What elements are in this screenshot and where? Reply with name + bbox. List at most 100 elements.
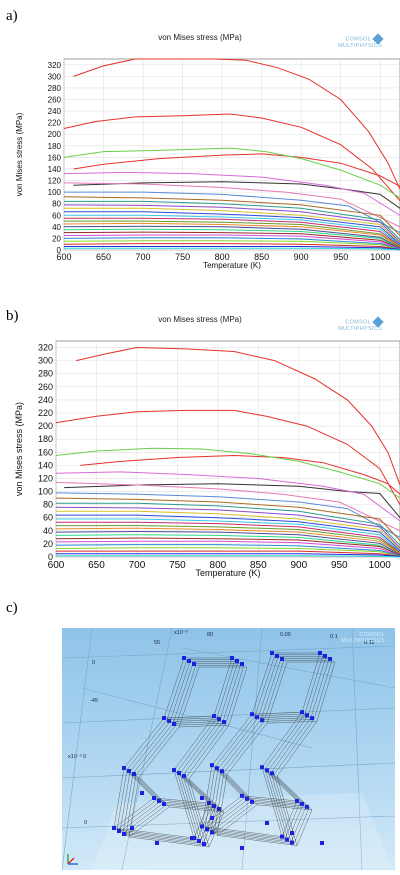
mesh-wire [169, 719, 221, 722]
mesh-node [255, 715, 259, 720]
mesh-wire [204, 797, 246, 829]
mesh-node [275, 654, 279, 658]
mesh-wire [119, 771, 131, 832]
axis-label-t5: 0.12 [364, 640, 375, 646]
logo-line1: COMSOL [345, 36, 371, 43]
series-line-23 [63, 243, 400, 250]
series-line-9 [64, 200, 400, 240]
mesh-wire [165, 804, 222, 811]
y-tick-label: 320 [38, 343, 53, 353]
x-tick-label: 850 [254, 252, 269, 262]
series-line-2 [80, 454, 400, 495]
mesh-wire [172, 721, 224, 724]
mesh-wire [220, 719, 262, 771]
mesh-wire [263, 660, 285, 722]
mesh-wire [223, 721, 265, 773]
mesh-wire [188, 778, 225, 813]
mesh-wire [166, 659, 188, 720]
y-tick-label: 300 [48, 72, 62, 81]
series-line-5 [55, 471, 400, 522]
mesh-wire [113, 797, 155, 829]
panel-b-label: b) [6, 308, 19, 324]
mesh-wire [185, 723, 227, 778]
series-line-5 [63, 171, 400, 216]
mesh-node [265, 768, 269, 773]
mesh-wire [216, 774, 228, 836]
y-tick-label: 40 [52, 223, 61, 232]
mesh-wire [188, 778, 210, 848]
chart-b: von Mises stress (MPa) COMSOL MULTIPHYSI… [0, 310, 400, 588]
mesh-wire [220, 770, 252, 802]
y-tick-label: 100 [48, 188, 62, 197]
series-line-23 [56, 550, 400, 557]
y-tick-label: 200 [38, 421, 53, 431]
y-tick-label: 0 [57, 246, 62, 255]
mesh-node [130, 826, 134, 830]
mesh-wire [182, 775, 219, 809]
x-axis-label: Temperature (K) [203, 261, 261, 270]
series-line-0 [76, 346, 400, 486]
mesh-wire [119, 831, 201, 842]
mesh-wire [163, 715, 215, 719]
mesh-wire [260, 658, 282, 720]
series-line-24 [64, 246, 400, 250]
series-line-11 [64, 207, 400, 244]
series-line-16 [55, 527, 400, 555]
mesh-wire [132, 723, 174, 774]
x-tick-label: 1000 [369, 560, 392, 571]
mesh-wire [254, 713, 306, 717]
series-line-17 [63, 225, 400, 249]
mesh-node [140, 791, 144, 795]
mesh-node [280, 834, 284, 839]
mesh-wire [261, 767, 298, 802]
y-tick-label: 140 [38, 460, 53, 470]
mesh-wire [216, 659, 236, 718]
mesh-wire [135, 775, 167, 806]
mesh-node [200, 796, 204, 800]
mesh-wire [113, 767, 125, 829]
series-line-24 [56, 553, 400, 557]
mesh-node [157, 799, 161, 803]
mesh-wire [241, 795, 298, 802]
logo-line1: COMSOL [359, 632, 385, 638]
x-tick-label: 700 [136, 252, 151, 262]
y-tick-label: 80 [52, 200, 61, 209]
mesh-node [162, 716, 166, 720]
mesh-wire [159, 801, 216, 807]
series-line-25 [56, 555, 400, 558]
mesh-node [217, 717, 221, 721]
mesh-wire [263, 719, 315, 722]
y-tick-label: 60 [43, 513, 53, 523]
axis-label-t1: x10⁻³ [174, 630, 188, 636]
mesh-node [122, 766, 126, 770]
mesh-node [162, 802, 166, 806]
series-line-19 [55, 537, 400, 556]
grid-line [241, 628, 263, 870]
x-tick-label: 950 [333, 252, 348, 262]
mesh-node [323, 654, 327, 658]
logo-line1: COMSOL [345, 319, 371, 326]
x-tick-label: 600 [48, 560, 65, 571]
mesh-wire [210, 770, 222, 832]
y-tick-label: 280 [48, 84, 62, 93]
series-line-19 [63, 231, 400, 249]
mesh-wire [304, 654, 324, 715]
axis-label-t6: 55 [154, 640, 160, 646]
axis-label-l3: x10⁻³ 0 [68, 754, 86, 760]
mesh-wire [125, 775, 137, 836]
mesh-wire [225, 665, 245, 724]
mesh-wire [244, 797, 301, 803]
mesh-wire [256, 804, 313, 811]
mesh-wire [301, 652, 321, 713]
mesh-node [192, 662, 196, 666]
mesh-node [240, 793, 244, 798]
mesh-node [205, 827, 209, 832]
mesh-wire [217, 717, 259, 769]
mesh-wire [204, 766, 216, 829]
mesh-wire [173, 715, 215, 771]
y-tick-label: 220 [48, 119, 62, 128]
mesh-wire [257, 715, 309, 719]
axis-label-l4: 0 [84, 820, 87, 826]
mesh-wire [270, 772, 292, 843]
series-line-13 [56, 518, 400, 553]
